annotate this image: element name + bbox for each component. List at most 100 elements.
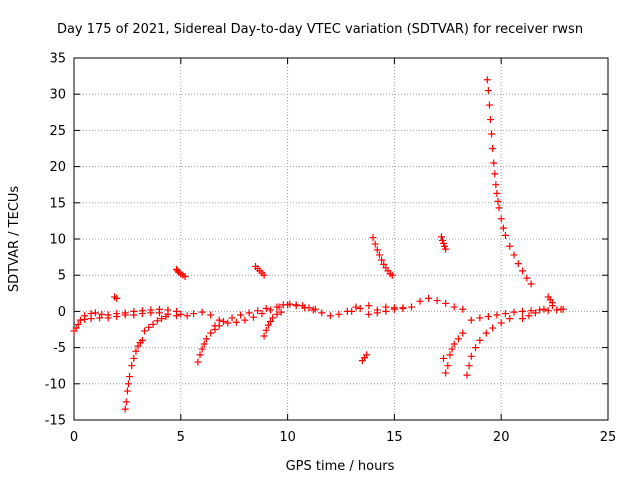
data-point — [440, 354, 448, 362]
data-point — [194, 358, 202, 366]
data-point — [459, 305, 467, 313]
y-tick-label: -10 — [45, 377, 66, 392]
series-dip-5.9h — [194, 322, 223, 366]
data-point — [260, 271, 268, 279]
series-dips-18.5h — [463, 315, 514, 379]
series-baseline-1 — [70, 305, 185, 335]
data-point — [72, 324, 80, 332]
data-point — [506, 242, 514, 250]
data-point — [444, 362, 452, 370]
series-dips-17.5h — [440, 329, 467, 377]
data-point — [450, 340, 458, 348]
data-point — [369, 234, 377, 242]
x-tick-label: 0 — [70, 430, 78, 445]
data-point — [388, 271, 396, 279]
data-point — [378, 256, 386, 264]
data-point — [147, 309, 155, 317]
data-point — [121, 311, 129, 319]
data-point — [487, 116, 495, 124]
data-point — [483, 76, 491, 84]
series-dip-9.1h — [260, 308, 285, 340]
y-tick-label: 25 — [49, 124, 66, 139]
series-band-19h — [467, 305, 567, 324]
data-point — [493, 189, 501, 197]
data-point — [311, 305, 319, 313]
x-axis-ticks: 0 5 10 15 20 25 — [70, 58, 616, 445]
data-point — [128, 362, 136, 370]
data-point — [74, 320, 82, 328]
y-tick-label: 35 — [49, 52, 66, 67]
data-point — [113, 312, 121, 320]
data-point — [495, 204, 503, 212]
data-point — [490, 159, 498, 167]
data-point — [514, 260, 522, 268]
data-point — [472, 344, 480, 352]
data-point — [442, 299, 450, 307]
x-tick-label: 5 — [177, 430, 185, 445]
data-point — [269, 314, 277, 322]
data-point — [390, 305, 398, 313]
data-point — [190, 310, 198, 318]
data-point — [130, 311, 138, 319]
data-point — [98, 310, 106, 318]
data-point — [371, 240, 379, 248]
y-tick-label: 10 — [49, 233, 66, 248]
series-decay-19.4h — [483, 76, 535, 288]
data-point — [525, 312, 533, 320]
y-tick-label: 0 — [58, 305, 66, 320]
data-point — [348, 307, 356, 315]
data-point — [254, 307, 262, 315]
data-point — [497, 215, 505, 223]
data-point — [232, 318, 240, 326]
data-point — [380, 260, 388, 268]
data-point — [162, 312, 170, 320]
data-point — [126, 373, 134, 381]
data-point — [299, 302, 307, 310]
x-axis-label: GPS time / hours — [286, 459, 395, 474]
data-point — [305, 304, 313, 312]
data-point — [207, 329, 215, 337]
data-point — [260, 332, 268, 340]
data-point — [553, 306, 561, 314]
data-point — [499, 224, 507, 232]
data-point — [183, 312, 191, 320]
data-point — [224, 319, 232, 327]
data-point — [352, 303, 360, 311]
data-point — [463, 371, 471, 379]
data-point — [145, 323, 153, 331]
x-tick-label: 20 — [493, 430, 510, 445]
data-point — [501, 310, 509, 318]
data-point — [96, 314, 104, 322]
data-point — [279, 301, 287, 309]
data-point — [264, 321, 272, 329]
data-point — [200, 340, 208, 348]
data-point — [177, 310, 185, 318]
data-point — [557, 305, 565, 313]
data-point — [519, 315, 527, 323]
data-point — [363, 351, 371, 359]
data-point — [548, 299, 556, 307]
data-point — [113, 294, 121, 302]
data-point — [76, 316, 84, 324]
grid-lines — [74, 58, 608, 420]
data-point — [286, 300, 294, 308]
data-point — [123, 387, 131, 395]
data-point — [536, 306, 544, 314]
data-point — [442, 369, 450, 377]
series-band-7h — [211, 305, 270, 330]
data-point — [482, 329, 490, 337]
data-point — [258, 310, 266, 318]
data-point — [491, 170, 499, 178]
data-point — [488, 130, 496, 138]
x-tick-label: 25 — [600, 430, 617, 445]
series-dip-2.5h — [121, 336, 146, 413]
data-point — [237, 311, 245, 319]
data-point — [198, 345, 206, 353]
data-point — [519, 267, 527, 275]
data-point — [399, 304, 407, 312]
data-point — [407, 303, 415, 311]
data-point — [267, 306, 275, 314]
data-point — [318, 309, 326, 317]
data-point — [459, 329, 467, 337]
data-point — [540, 305, 548, 313]
